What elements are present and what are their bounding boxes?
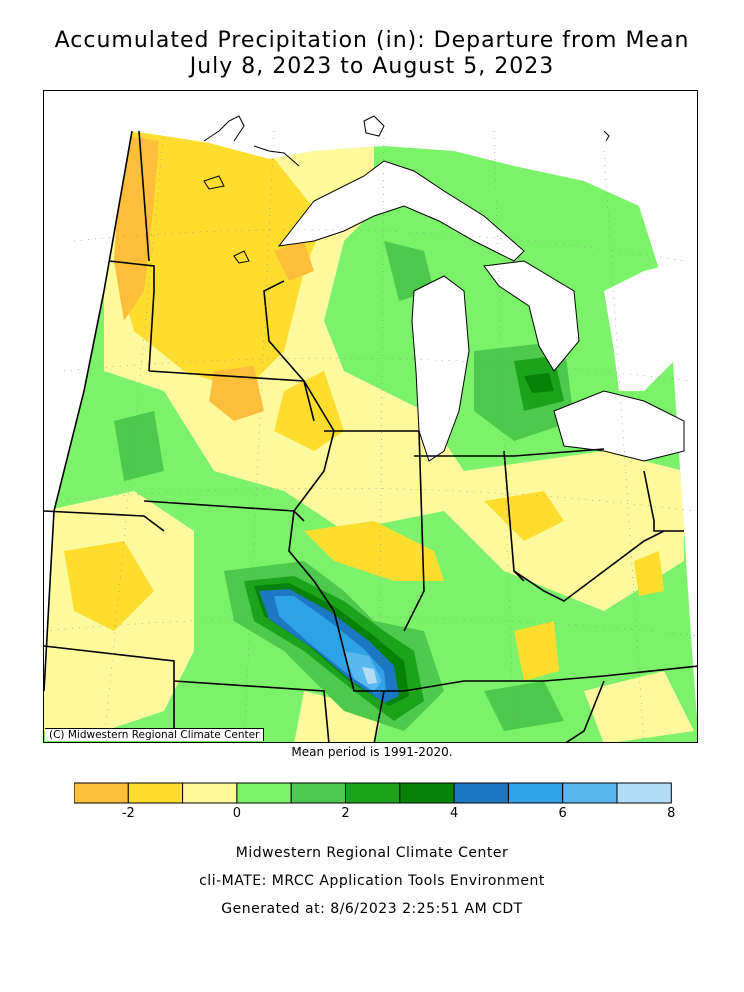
state-boundaries: [44, 130, 697, 742]
precipitation-map: [44, 115, 697, 742]
legend-bin-5: [345, 782, 401, 804]
legend-bin-10: [616, 782, 672, 804]
legend-bin-0: [74, 782, 129, 804]
map-panel: (C) Midwestern Regional Climate Center: [43, 90, 698, 743]
footer-tool: cli-MATE: MRCC Application Tools Environ…: [199, 873, 545, 889]
mean-period-note: Mean period is 1991-2020.: [291, 745, 453, 759]
footer-generated: Generated at: 8/6/2023 2:25:51 AM CDT: [221, 901, 523, 917]
legend-bin-6: [399, 782, 455, 804]
legend-bin-1: [127, 782, 184, 804]
graticule: [44, 130, 697, 742]
map-title: Accumulated Precipitation (in): Departur…: [54, 28, 690, 53]
legend-tick-label: -2: [121, 806, 135, 821]
legend-tick-label: 0: [232, 806, 242, 821]
color-legend: [74, 782, 672, 804]
legend-tick-label: 2: [341, 806, 350, 821]
legend-tick-label: 8: [667, 806, 676, 821]
legend-bin-2: [182, 782, 238, 804]
map-date-range: July 8, 2023 to August 5, 2023: [189, 54, 555, 79]
legend-bin-4: [290, 782, 346, 804]
great-lakes: [277, 160, 697, 462]
legend-bin-7: [453, 782, 509, 804]
legend-bin-9: [562, 782, 618, 804]
legend-tick-label: 4: [449, 806, 459, 821]
copyright-label: (C) Midwestern Regional Climate Center: [45, 728, 265, 741]
legend-tick-label: 6: [558, 806, 567, 821]
legend-bin-8: [507, 782, 564, 804]
legend-bin-3: [236, 782, 292, 804]
footer-org: Midwestern Regional Climate Center: [235, 845, 509, 861]
northern-shoreline: [203, 115, 610, 264]
